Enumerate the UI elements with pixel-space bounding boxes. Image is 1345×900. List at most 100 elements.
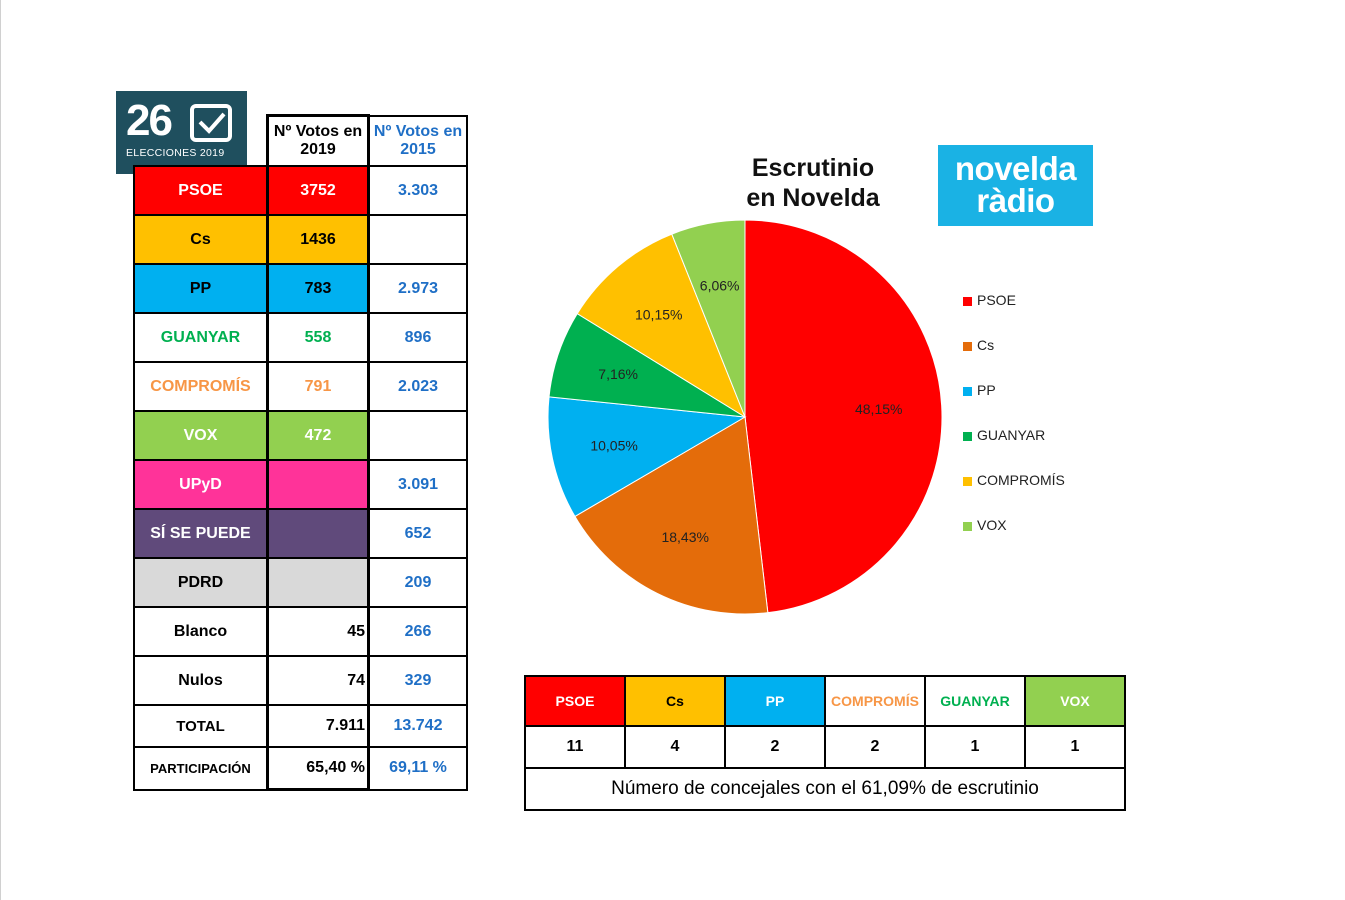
pie-data-label: 18,43% bbox=[661, 529, 708, 545]
pie-slice-cs bbox=[574, 416, 769, 615]
seats-note-row: Número de concejales con el 61,09% de es… bbox=[524, 767, 1126, 811]
seats-count-cell: 1 bbox=[924, 725, 1026, 769]
header-2015: Nº Votos en 2015 bbox=[367, 114, 468, 167]
votes-2019-cell: 472 bbox=[266, 410, 370, 461]
legend-swatch bbox=[963, 522, 972, 531]
participation-row: PARTICIPACIÓN 65,40 % 69,11 % bbox=[133, 746, 468, 791]
table-row: SÍ SE PUEDE 652 bbox=[133, 508, 468, 559]
votes-table-header: Nº Votos en 2019 Nº Votos en 2015 bbox=[134, 114, 468, 167]
party-name-cell: UPyD bbox=[133, 459, 269, 510]
legend-swatch bbox=[963, 477, 972, 486]
seats-party-cell: PSOE bbox=[524, 675, 626, 727]
votes-2015-cell: 329 bbox=[367, 655, 468, 706]
participation-2019: 65,40 % bbox=[266, 746, 370, 791]
votes-2015-cell: 3.091 bbox=[367, 459, 468, 510]
ballot-check-icon bbox=[190, 104, 232, 142]
party-name-cell: PP bbox=[133, 263, 269, 314]
pie-data-label: 10,05% bbox=[590, 437, 637, 453]
legend-label: GUANYAR bbox=[977, 427, 1046, 443]
chart-legend: PSOE Cs PP GUANYAR COMPROMÍS VOX bbox=[963, 292, 1065, 562]
pie-slice-vox bbox=[671, 219, 746, 418]
novelda-radio-logo: novelda ràdio bbox=[938, 145, 1093, 226]
legend-item: Cs bbox=[963, 337, 1065, 382]
party-name-cell: COMPROMÍS bbox=[133, 361, 269, 412]
table-row: COMPROMÍS 791 2.023 bbox=[133, 361, 468, 412]
party-name-cell: GUANYAR bbox=[133, 312, 269, 363]
seats-table: PSOE Cs PP COMPROMÍS GUANYAR VOX 11 4 2 2 1 1 Núme… bbox=[524, 675, 1126, 811]
chart-title-line2: en Novelda bbox=[746, 184, 880, 212]
votes-2015-cell bbox=[367, 410, 468, 461]
seats-party-cell: Cs bbox=[624, 675, 726, 727]
votes-2019-cell bbox=[266, 557, 370, 608]
pie-slice-compromís bbox=[576, 233, 747, 419]
header-2019: Nº Votos en 2019 bbox=[266, 114, 370, 167]
legend-label: Cs bbox=[977, 337, 995, 353]
header-blank bbox=[134, 116, 268, 167]
radio-logo-line2: ràdio bbox=[976, 182, 1055, 219]
votes-2019-cell bbox=[266, 508, 370, 559]
total-2015: 13.742 bbox=[367, 704, 468, 748]
seats-count-cell: 1 bbox=[1024, 725, 1126, 769]
seats-party-cell: COMPROMÍS bbox=[824, 675, 926, 727]
table-row: GUANYAR 558 896 bbox=[133, 312, 468, 363]
pie-chart: 48,15% 18,43% 10,05% 7,16% 10,15% 6,06% bbox=[547, 219, 943, 615]
pie-data-label: 6,06% bbox=[700, 277, 740, 293]
legend-item: VOX bbox=[963, 517, 1065, 562]
votes-2015-cell: 2.973 bbox=[367, 263, 468, 314]
votes-2015-cell: 652 bbox=[367, 508, 468, 559]
votes-2019-cell: 3752 bbox=[266, 165, 370, 216]
legend-item: PSOE bbox=[963, 292, 1065, 337]
seats-count-cell: 2 bbox=[724, 725, 826, 769]
party-name-cell: Nulos bbox=[133, 655, 269, 706]
legend-item: PP bbox=[963, 382, 1065, 427]
logo-number: 26 bbox=[126, 96, 173, 145]
legend-swatch bbox=[963, 342, 972, 351]
logo-subtitle: ELECCIONES 2019 bbox=[126, 147, 225, 159]
legend-label: PSOE bbox=[977, 292, 1016, 308]
seats-party-cell: PP bbox=[724, 675, 826, 727]
votes-2015-cell: 896 bbox=[367, 312, 468, 363]
seats-note: Número de concejales con el 61,09% de es… bbox=[524, 767, 1126, 811]
party-name-cell: PSOE bbox=[133, 165, 269, 216]
table-row: PDRD 209 bbox=[133, 557, 468, 608]
chart-title: Escrutinio en Novelda bbox=[720, 153, 906, 213]
votes-2015-cell: 266 bbox=[367, 606, 468, 657]
seats-header-row: PSOE Cs PP COMPROMÍS GUANYAR VOX bbox=[524, 675, 1126, 727]
elections-logo: 26 ELECCIONES 2019 bbox=[116, 91, 247, 174]
seats-count-cell: 11 bbox=[524, 725, 626, 769]
votes-2019-cell: 45 bbox=[266, 606, 370, 657]
legend-swatch bbox=[963, 297, 972, 306]
party-name-cell: SÍ SE PUEDE bbox=[133, 508, 269, 559]
votes-2015-cell: 2.023 bbox=[367, 361, 468, 412]
table-row: Nulos 74 329 bbox=[133, 655, 468, 706]
legend-swatch bbox=[963, 432, 972, 441]
votes-2015-cell: 209 bbox=[367, 557, 468, 608]
votes-2019-cell: 74 bbox=[266, 655, 370, 706]
votes-2019-cell: 783 bbox=[266, 263, 370, 314]
legend-label: VOX bbox=[977, 517, 1007, 533]
votes-2019-cell: 791 bbox=[266, 361, 370, 412]
pie-slice-pp bbox=[547, 396, 747, 518]
total-row: TOTAL 7.911 13.742 bbox=[133, 704, 468, 748]
party-name-cell: Blanco bbox=[133, 606, 269, 657]
votes-2015-cell: 3.303 bbox=[367, 165, 468, 216]
pie-data-label: 7,16% bbox=[598, 366, 638, 382]
total-2019: 7.911 bbox=[266, 704, 370, 748]
table-row: Cs 1436 bbox=[133, 214, 468, 265]
seats-values-row: 11 4 2 2 1 1 bbox=[524, 725, 1126, 769]
participation-2015: 69,11 % bbox=[367, 746, 468, 791]
table-row: PSOE 3752 3.303 bbox=[133, 165, 468, 216]
page-edge bbox=[0, 0, 1, 900]
votes-2019-cell bbox=[266, 459, 370, 510]
legend-label: PP bbox=[977, 382, 996, 398]
participation-label: PARTICIPACIÓN bbox=[133, 746, 269, 791]
seats-party-cell: VOX bbox=[1024, 675, 1126, 727]
radio-logo-line1: novelda bbox=[954, 150, 1077, 187]
legend-item: COMPROMÍS bbox=[963, 472, 1065, 517]
table-row: UPyD 3.091 bbox=[133, 459, 468, 510]
votes-2019-cell: 1436 bbox=[266, 214, 370, 265]
seats-count-cell: 4 bbox=[624, 725, 726, 769]
legend-swatch bbox=[963, 387, 972, 396]
votes-table: Nº Votos en 2019 Nº Votos en 2015 PSOE 37… bbox=[133, 114, 468, 791]
total-label: TOTAL bbox=[133, 704, 269, 748]
